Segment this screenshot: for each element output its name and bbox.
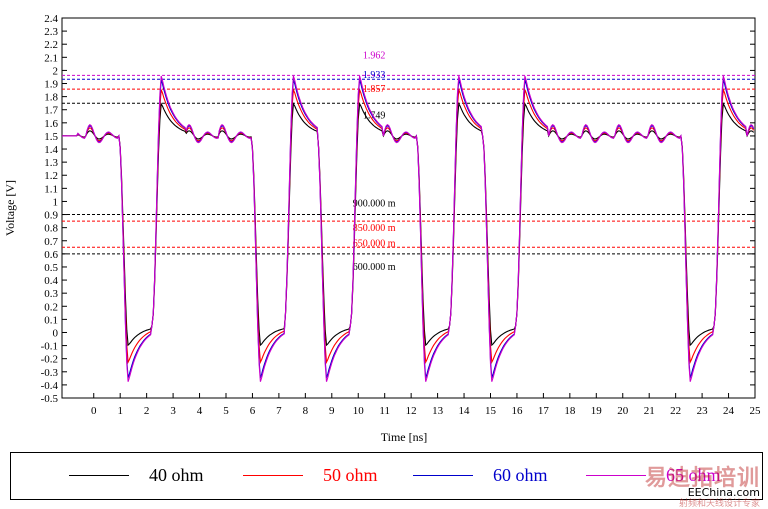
y-tick-label: 1.8: [44, 92, 58, 104]
reference-line-label: 650.000 m: [353, 238, 396, 249]
series-line-50-ohm: [62, 89, 755, 365]
y-tick-label: 1.5: [44, 131, 58, 143]
legend-label: 60 ohm: [493, 464, 548, 485]
x-tick-label: 2: [144, 405, 150, 417]
watermark-logo: 易迪拓培训: [644, 466, 760, 491]
legend-swatch: [586, 474, 646, 476]
y-tick-label: -0.5: [41, 393, 59, 405]
y-tick-label: 0.5: [44, 262, 58, 274]
x-tick-label: 5: [223, 405, 229, 417]
y-tick-label: 2.3: [44, 26, 58, 38]
y-tick-label: 2.1: [44, 52, 58, 64]
series-line-60-ohm: [62, 79, 755, 378]
y-tick-label: 0.2: [44, 301, 58, 313]
x-tick-label: 0: [91, 405, 97, 417]
y-tick-label: 0.6: [44, 249, 58, 261]
chart-plot: -0.5-0.4-0.3-0.2-0.100.10.20.30.40.50.60…: [3, 13, 762, 444]
x-tick-label: 15: [485, 405, 497, 417]
x-tick-label: 20: [617, 405, 629, 417]
y-tick-label: 2: [53, 65, 59, 77]
legend-swatch: [413, 474, 473, 476]
x-tick-label: 1: [117, 405, 123, 417]
y-tick-label: 1.4: [44, 144, 58, 156]
y-tick-label: 1.3: [44, 157, 58, 169]
reference-line-label: 900.000 m: [353, 199, 396, 210]
legend: 40 ohm 50 ohm 60 ohm 65 ohm: [10, 452, 763, 500]
legend-label: 50 ohm: [323, 464, 378, 485]
x-tick-label: 12: [406, 405, 417, 417]
y-tick-label: -0.3: [41, 367, 59, 379]
watermark-site: EEChina.com: [687, 486, 760, 499]
legend-item-65-ohm: 65 ohm: [586, 463, 721, 487]
reference-line-label: 1.749: [363, 110, 386, 121]
x-tick-label: 10: [353, 405, 365, 417]
y-tick-label: 1.2: [44, 170, 58, 182]
y-tick-label: 1.9: [44, 79, 58, 91]
series-line-40-ohm: [62, 101, 755, 347]
y-tick-label: -0.4: [41, 380, 59, 392]
legend-item-50-ohm: 50 ohm: [243, 463, 378, 487]
y-tick-label: 1.6: [44, 118, 58, 130]
legend-swatch: [69, 474, 129, 476]
x-tick-label: 14: [459, 405, 471, 417]
reference-line-label: 600.000 m: [353, 262, 396, 273]
y-tick-label: 1.7: [44, 105, 58, 117]
x-axis-label: Time [ns]: [381, 430, 428, 444]
x-tick-label: 22: [670, 405, 681, 417]
reference-line-label: 1.933: [363, 70, 386, 81]
y-tick-label: 2.4: [44, 13, 58, 25]
x-tick-label: 11: [379, 405, 390, 417]
series-line-65-ohm: [62, 75, 755, 382]
y-tick-label: 0: [53, 327, 59, 339]
reference-line-label: 1.962: [363, 50, 386, 61]
x-tick-label: 17: [538, 405, 550, 417]
y-tick-label: -0.2: [41, 354, 58, 366]
y-tick-label: 0.7: [44, 236, 58, 248]
x-tick-label: 4: [197, 405, 203, 417]
y-tick-label: 0.8: [44, 223, 58, 235]
y-tick-label: 1: [53, 196, 59, 208]
x-tick-label: 23: [697, 405, 709, 417]
x-tick-label: 19: [591, 405, 603, 417]
legend-item-60-ohm: 60 ohm: [413, 463, 548, 487]
x-tick-label: 9: [329, 405, 335, 417]
x-tick-label: 3: [170, 405, 176, 417]
y-tick-label: 1.1: [44, 183, 58, 195]
x-tick-label: 16: [511, 405, 523, 417]
x-tick-label: 6: [250, 405, 256, 417]
x-tick-label: 25: [750, 405, 762, 417]
legend-item-40-ohm: 40 ohm: [69, 463, 204, 487]
reference-line-label: 1.857: [363, 84, 386, 95]
watermark-sub: 射频和天线设计专家: [678, 499, 760, 509]
legend-label: 65 ohm: [666, 464, 721, 485]
plot-frame: [61, 17, 756, 399]
y-tick-label: 0.4: [44, 275, 58, 287]
x-tick-label: 24: [723, 405, 735, 417]
y-tick-label: 0.3: [44, 288, 58, 300]
x-tick-label: 8: [303, 405, 309, 417]
legend-label: 40 ohm: [149, 464, 204, 485]
legend-swatch: [243, 474, 303, 476]
x-tick-label: 18: [564, 405, 576, 417]
y-tick-label: 0.9: [44, 210, 58, 222]
reference-line-label: 850.000 m: [353, 223, 396, 234]
x-tick-label: 21: [644, 405, 655, 417]
y-axis-label: Voltage [V]: [3, 180, 17, 236]
x-tick-label: 7: [276, 405, 282, 417]
y-tick-label: 0.1: [44, 314, 58, 326]
y-tick-label: 2.2: [44, 39, 58, 51]
x-tick-label: 13: [432, 405, 444, 417]
y-tick-label: -0.1: [41, 341, 58, 353]
